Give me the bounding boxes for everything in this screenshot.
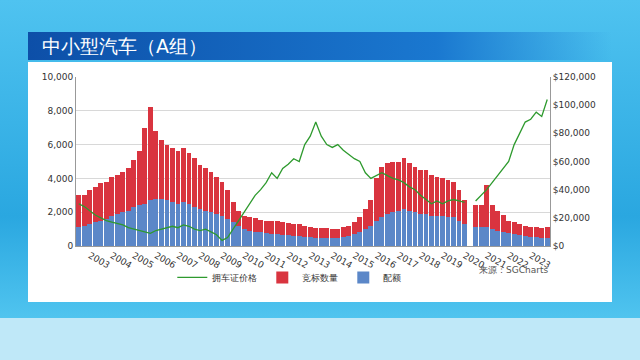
svg-text:2021: 2021 bbox=[483, 250, 508, 270]
svg-text:2022: 2022 bbox=[505, 250, 530, 270]
svg-text:2004: 2004 bbox=[109, 250, 134, 270]
svg-text:2006: 2006 bbox=[153, 250, 178, 270]
svg-text:2017: 2017 bbox=[395, 250, 420, 270]
svg-text:2003: 2003 bbox=[87, 250, 112, 270]
svg-text:$0: $0 bbox=[553, 241, 565, 251]
svg-text:2009: 2009 bbox=[219, 250, 244, 270]
svg-text:$40,000: $40,000 bbox=[553, 185, 590, 195]
svg-text:2007: 2007 bbox=[175, 250, 200, 270]
svg-text:2011: 2011 bbox=[263, 250, 288, 270]
svg-text:$60,000: $60,000 bbox=[553, 157, 590, 167]
svg-text:4,000: 4,000 bbox=[47, 174, 73, 184]
svg-text:2012: 2012 bbox=[285, 250, 310, 270]
svg-text:2014: 2014 bbox=[329, 250, 354, 270]
svg-text:2,000: 2,000 bbox=[47, 207, 73, 217]
svg-text:竞标数量: 竞标数量 bbox=[302, 273, 338, 283]
html-text:中小型汽车（A组）: 中小型汽车（A组） bbox=[42, 35, 207, 57]
svg-text:拥车证价格: 拥车证价格 bbox=[212, 273, 257, 283]
svg-text:2015: 2015 bbox=[351, 250, 376, 270]
svg-text:2005: 2005 bbox=[131, 250, 156, 270]
svg-text:$100,000: $100,000 bbox=[553, 100, 596, 110]
svg-text:2010: 2010 bbox=[241, 250, 266, 270]
svg-text:$20,000: $20,000 bbox=[553, 213, 590, 223]
svg-text:2018: 2018 bbox=[417, 250, 442, 270]
svg-text:0: 0 bbox=[67, 241, 73, 251]
svg-text:配额: 配额 bbox=[383, 273, 401, 283]
svg-text:2016: 2016 bbox=[373, 250, 398, 270]
svg-text:10,000: 10,000 bbox=[42, 72, 74, 82]
svg-text:2023: 2023 bbox=[527, 250, 552, 270]
svg-text:$80,000: $80,000 bbox=[553, 128, 590, 138]
svg-text:2020: 2020 bbox=[461, 250, 486, 270]
svg-text:$120,000: $120,000 bbox=[553, 72, 596, 82]
svg-text:8,000: 8,000 bbox=[47, 106, 73, 116]
svg-text:6,000: 6,000 bbox=[47, 140, 73, 150]
svg-text:2019: 2019 bbox=[439, 250, 464, 270]
svg-text:2008: 2008 bbox=[197, 250, 222, 270]
svg-text:2013: 2013 bbox=[307, 250, 332, 270]
svg-text:来源：SGCharts: 来源：SGCharts bbox=[479, 265, 548, 275]
